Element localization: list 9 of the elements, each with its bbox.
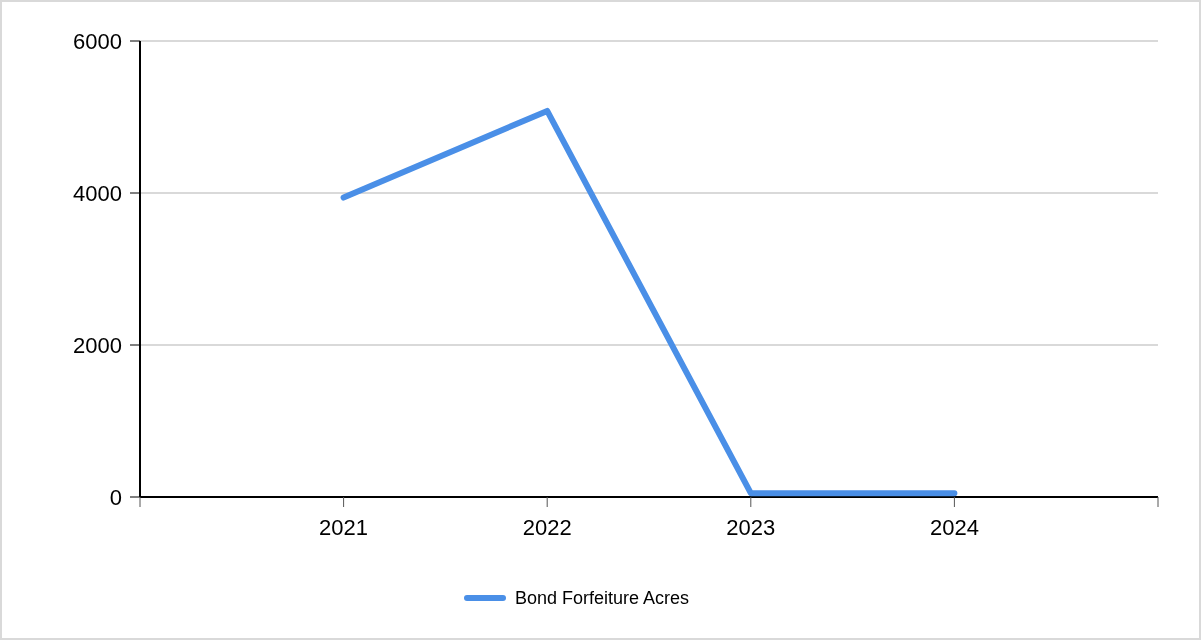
y-tick-label: 0 (109, 484, 122, 510)
y-tick-label: 2000 (73, 332, 122, 358)
x-tick-label: 2022 (522, 515, 572, 540)
y-tick-label: 4000 (73, 180, 122, 206)
x-tick-label: 2023 (726, 515, 776, 540)
y-tick-label: 6000 (73, 28, 122, 54)
x-tick-label: 2021 (319, 515, 369, 540)
x-tick-label: 2024 (929, 515, 979, 540)
legend-label: Bond Forfeiture Acres (515, 588, 690, 609)
